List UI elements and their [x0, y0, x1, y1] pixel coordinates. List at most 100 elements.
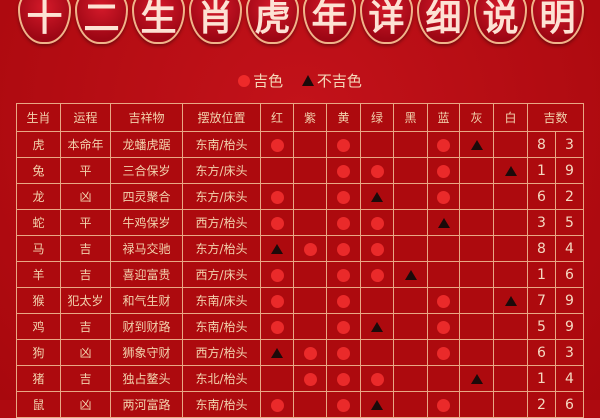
- cell-position: 东南/枱头: [182, 131, 261, 158]
- cell-color-蓝: [427, 183, 460, 210]
- cell-color-灰: [459, 209, 494, 236]
- cell-fortune: 吉: [60, 365, 111, 392]
- bad-color-triangle-icon: [504, 296, 517, 306]
- cell-color-黄: [326, 157, 361, 184]
- cell-color-白: [493, 365, 528, 392]
- cell-color-黄: [326, 339, 361, 366]
- title-char-badge: 十: [18, 0, 71, 44]
- cell-lucky-number: 8: [527, 235, 556, 262]
- cell-mascot: 和气生财: [110, 287, 183, 314]
- good-color-dot-icon: [270, 398, 284, 412]
- cell-color-黑: [393, 183, 428, 210]
- cell-color-黑: [393, 313, 428, 340]
- cell-color-红: [260, 313, 294, 340]
- cell-color-白: [493, 183, 528, 210]
- cell-color-蓝: [427, 157, 460, 184]
- cell-lucky-number: 2: [527, 391, 556, 418]
- cell-color-灰: [459, 183, 494, 210]
- cell-color-紫: [293, 183, 327, 210]
- cell-color-绿: [360, 313, 394, 340]
- cell-lucky-number: 1: [527, 365, 556, 392]
- column-header: 灰: [459, 103, 494, 132]
- cell-zodiac: 虎: [16, 131, 61, 158]
- cell-color-蓝: [427, 339, 460, 366]
- good-color-dot-icon: [370, 372, 384, 386]
- cell-zodiac: 狗: [16, 339, 61, 366]
- cell-color-黑: [393, 131, 428, 158]
- cell-color-黄: [326, 183, 361, 210]
- good-color-dot-icon: [337, 138, 350, 152]
- cell-color-灰: [459, 391, 494, 418]
- cell-color-绿: [360, 365, 394, 392]
- bad-color-triangle-icon: [470, 374, 483, 384]
- cell-color-白: [493, 391, 528, 418]
- cell-lucky-number: 3: [554, 131, 585, 158]
- cell-fortune: 凶: [60, 183, 111, 210]
- good-color-dot-icon: [270, 216, 284, 230]
- title-char-badge: 虎: [246, 0, 299, 44]
- cell-lucky-number: 5: [554, 209, 585, 236]
- cell-color-红: [260, 339, 294, 366]
- cell-mascot: 四灵聚合: [110, 183, 183, 210]
- cell-lucky-number: 9: [554, 157, 585, 184]
- cell-color-紫: [293, 235, 327, 262]
- bad-color-triangle-icon: [371, 400, 383, 410]
- cell-color-白: [493, 157, 528, 184]
- title-char-badge: 二: [75, 0, 128, 44]
- cell-color-白: [493, 313, 528, 340]
- good-color-dot-icon: [270, 190, 284, 204]
- cell-zodiac: 鸡: [16, 313, 61, 340]
- cell-color-黑: [393, 365, 428, 392]
- good-color-dot-icon: [337, 190, 350, 204]
- good-color-dot-icon: [270, 138, 284, 152]
- cell-fortune: 凶: [60, 391, 111, 418]
- bad-color-triangle-icon: [301, 75, 314, 86]
- good-color-dot-icon: [270, 294, 284, 308]
- good-color-dot-icon: [238, 74, 251, 87]
- cell-lucky-number: 3: [554, 339, 585, 366]
- cell-position: 西方/床头: [182, 261, 261, 288]
- good-color-dot-icon: [437, 398, 450, 412]
- cell-color-红: [260, 391, 294, 418]
- cell-color-红: [260, 157, 294, 184]
- column-header: 紫: [293, 103, 327, 132]
- good-color-dot-icon: [337, 372, 350, 386]
- cell-color-红: [260, 261, 294, 288]
- cell-lucky-number: 2: [554, 183, 585, 210]
- cell-lucky-number: 6: [554, 261, 585, 288]
- good-color-dot-icon: [437, 190, 450, 204]
- cell-color-绿: [360, 131, 394, 158]
- cell-position: 东南/床头: [182, 287, 261, 314]
- column-header: 生肖: [16, 103, 61, 132]
- cell-mascot: 财到财路: [110, 313, 183, 340]
- cell-lucky-number: 6: [554, 391, 585, 418]
- cell-color-绿: [360, 287, 394, 314]
- legend-good-label: 吉色: [253, 72, 284, 90]
- column-header: 吉祥物: [110, 103, 183, 132]
- good-color-dot-icon: [437, 294, 450, 308]
- cell-color-红: [260, 209, 294, 236]
- cell-mascot: 两河富路: [110, 391, 183, 418]
- cell-color-蓝: [427, 261, 460, 288]
- cell-lucky-number: 8: [527, 131, 556, 158]
- cell-position: 东方/床头: [182, 157, 261, 184]
- cell-fortune: 犯太岁: [60, 287, 111, 314]
- cell-color-灰: [459, 365, 494, 392]
- cell-color-绿: [360, 209, 394, 236]
- cell-mascot: 独占鳌头: [110, 365, 183, 392]
- cell-lucky-number: 9: [554, 287, 585, 314]
- cell-color-黄: [326, 313, 361, 340]
- cell-zodiac: 蛇: [16, 209, 61, 236]
- cell-color-黄: [326, 261, 361, 288]
- zodiac-table: 生肖 运程 吉祥物 摆放位置红紫黄绿黑蓝灰白吉数 虎本命年 龙蟠虎踞 东南/枱头 8 3 兔平三…: [16, 103, 585, 418]
- cell-color-紫: [293, 287, 327, 314]
- cell-color-黑: [393, 235, 428, 262]
- column-header: 绿: [360, 103, 394, 132]
- cell-color-灰: [459, 313, 494, 340]
- cell-color-绿: [360, 235, 394, 262]
- legend: 吉色 不吉色: [0, 70, 600, 91]
- good-color-dot-icon: [337, 164, 350, 178]
- cell-color-灰: [459, 157, 494, 184]
- cell-color-紫: [293, 131, 327, 158]
- cell-mascot: 狮象守财: [110, 339, 183, 366]
